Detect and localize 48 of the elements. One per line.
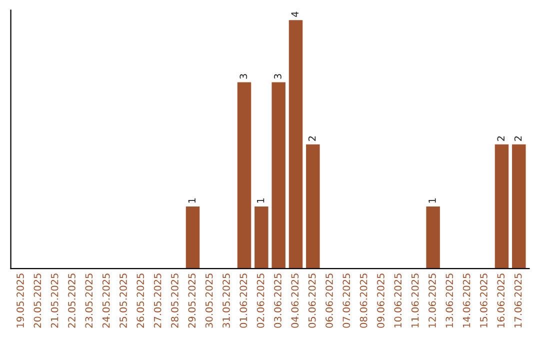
x-tick-label: 15.06.2025	[480, 274, 488, 328]
x-tick-label: 06.06.2025	[326, 274, 333, 328]
x-tick-label: 02.06.2025	[256, 274, 264, 328]
x-tick-label: 29.05.2025	[188, 274, 196, 328]
x-tick-label: 01.06.2025	[240, 274, 248, 328]
data-label: 3	[274, 74, 282, 79]
bar	[494, 144, 509, 269]
bar	[272, 82, 286, 269]
x-tick-label: 04.06.2025	[291, 274, 299, 328]
data-label: 1	[428, 198, 436, 203]
data-label: 2	[514, 136, 522, 141]
x-tick-label: 08.06.2025	[360, 274, 368, 328]
x-tick-label: 10.06.2025	[394, 274, 402, 328]
x-tick-label: 30.05.2025	[205, 274, 213, 328]
data-label: 2	[308, 136, 316, 141]
data-label: 1	[188, 198, 196, 203]
data-label: 2	[497, 136, 504, 141]
x-tick-label: 25.05.2025	[120, 274, 127, 328]
x-tick-label: 28.05.2025	[171, 274, 178, 328]
x-tick-label: 17.06.2025	[514, 274, 522, 328]
x-tick-label: 27.05.2025	[154, 274, 162, 328]
x-tick-label: 20.05.2025	[34, 274, 42, 328]
x-tick-label: 23.05.2025	[85, 274, 93, 328]
data-label: 3	[240, 74, 248, 79]
x-tick-label: 19.05.2025	[16, 274, 24, 328]
x-tick-label: 24.05.2025	[102, 274, 110, 328]
bar	[426, 206, 440, 269]
data-label: 1	[257, 198, 264, 203]
bar	[237, 82, 252, 269]
x-tick-label: 11.06.2025	[411, 274, 419, 328]
bar	[254, 206, 268, 269]
x-tick-label: 31.05.2025	[222, 274, 230, 328]
bar	[512, 144, 526, 269]
data-label: 4	[291, 12, 298, 17]
bar	[186, 206, 200, 269]
x-tick-label: 07.06.2025	[342, 274, 350, 328]
x-tick-label: 03.06.2025	[274, 274, 282, 328]
x-tick-label: 13.06.2025	[446, 274, 454, 328]
x-tick-label: 22.05.2025	[68, 274, 76, 328]
x-tick-label: 05.06.2025	[308, 274, 316, 328]
x-tick-label: 12.06.2025	[428, 274, 436, 328]
bar	[288, 20, 303, 269]
x-tick-label: 16.06.2025	[497, 274, 505, 328]
x-tick-label: 14.06.2025	[462, 274, 470, 328]
x-tick-label: 26.05.2025	[136, 274, 144, 328]
x-tick-label: 21.05.2025	[50, 274, 58, 328]
x-tick-label: 09.06.2025	[377, 274, 384, 328]
bar	[306, 144, 320, 269]
